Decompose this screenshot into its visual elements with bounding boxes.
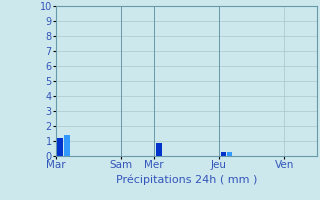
Bar <box>227 152 231 156</box>
Bar <box>57 138 63 156</box>
Bar <box>156 143 162 156</box>
Bar <box>64 135 70 156</box>
Bar <box>221 152 226 156</box>
X-axis label: Précipitations 24h ( mm ): Précipitations 24h ( mm ) <box>116 174 257 185</box>
